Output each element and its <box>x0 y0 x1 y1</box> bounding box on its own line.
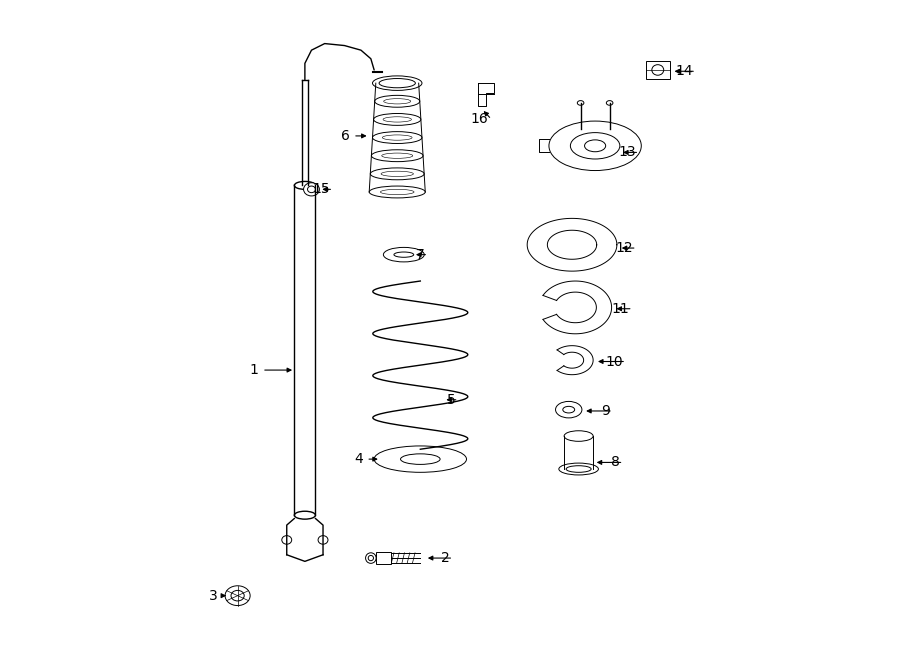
Ellipse shape <box>381 171 413 176</box>
Ellipse shape <box>559 463 598 475</box>
Ellipse shape <box>383 247 424 262</box>
Ellipse shape <box>549 121 642 171</box>
Ellipse shape <box>370 168 424 180</box>
Ellipse shape <box>374 446 466 473</box>
Ellipse shape <box>566 466 591 473</box>
Text: 12: 12 <box>616 241 634 255</box>
Ellipse shape <box>652 65 663 75</box>
Text: 3: 3 <box>209 589 218 603</box>
Ellipse shape <box>373 76 422 91</box>
Ellipse shape <box>369 186 426 198</box>
Ellipse shape <box>318 535 328 544</box>
Ellipse shape <box>577 100 584 105</box>
Ellipse shape <box>368 555 373 561</box>
Text: 11: 11 <box>612 301 629 316</box>
Ellipse shape <box>294 511 315 519</box>
Bar <box>376 552 391 564</box>
Ellipse shape <box>585 140 606 152</box>
Text: 14: 14 <box>675 64 693 78</box>
Text: 13: 13 <box>618 145 636 159</box>
Ellipse shape <box>379 79 416 88</box>
Text: 4: 4 <box>355 452 363 466</box>
Text: 8: 8 <box>611 455 620 469</box>
Text: 6: 6 <box>341 129 350 143</box>
Ellipse shape <box>564 431 593 442</box>
Ellipse shape <box>308 186 315 192</box>
Ellipse shape <box>373 132 422 143</box>
Ellipse shape <box>562 407 575 413</box>
Text: 1: 1 <box>250 363 258 377</box>
Ellipse shape <box>372 150 423 162</box>
Ellipse shape <box>303 182 320 196</box>
Ellipse shape <box>394 252 414 257</box>
Ellipse shape <box>607 100 613 105</box>
Bar <box>646 61 670 79</box>
Ellipse shape <box>400 454 440 465</box>
Ellipse shape <box>555 401 582 418</box>
Ellipse shape <box>571 133 620 159</box>
Text: 5: 5 <box>446 393 455 407</box>
Ellipse shape <box>374 95 419 107</box>
Ellipse shape <box>381 189 414 194</box>
Ellipse shape <box>294 181 315 189</box>
Text: 2: 2 <box>441 551 450 565</box>
Ellipse shape <box>282 535 292 544</box>
Ellipse shape <box>382 153 413 159</box>
Text: 15: 15 <box>312 182 330 196</box>
Ellipse shape <box>231 590 244 601</box>
Ellipse shape <box>383 98 410 104</box>
Ellipse shape <box>225 586 250 605</box>
Text: 10: 10 <box>605 354 623 368</box>
Ellipse shape <box>365 553 376 563</box>
Ellipse shape <box>374 114 421 126</box>
Text: 7: 7 <box>416 248 425 262</box>
Text: 16: 16 <box>471 112 489 126</box>
Ellipse shape <box>382 135 412 140</box>
Text: 9: 9 <box>601 404 609 418</box>
Ellipse shape <box>383 117 411 122</box>
